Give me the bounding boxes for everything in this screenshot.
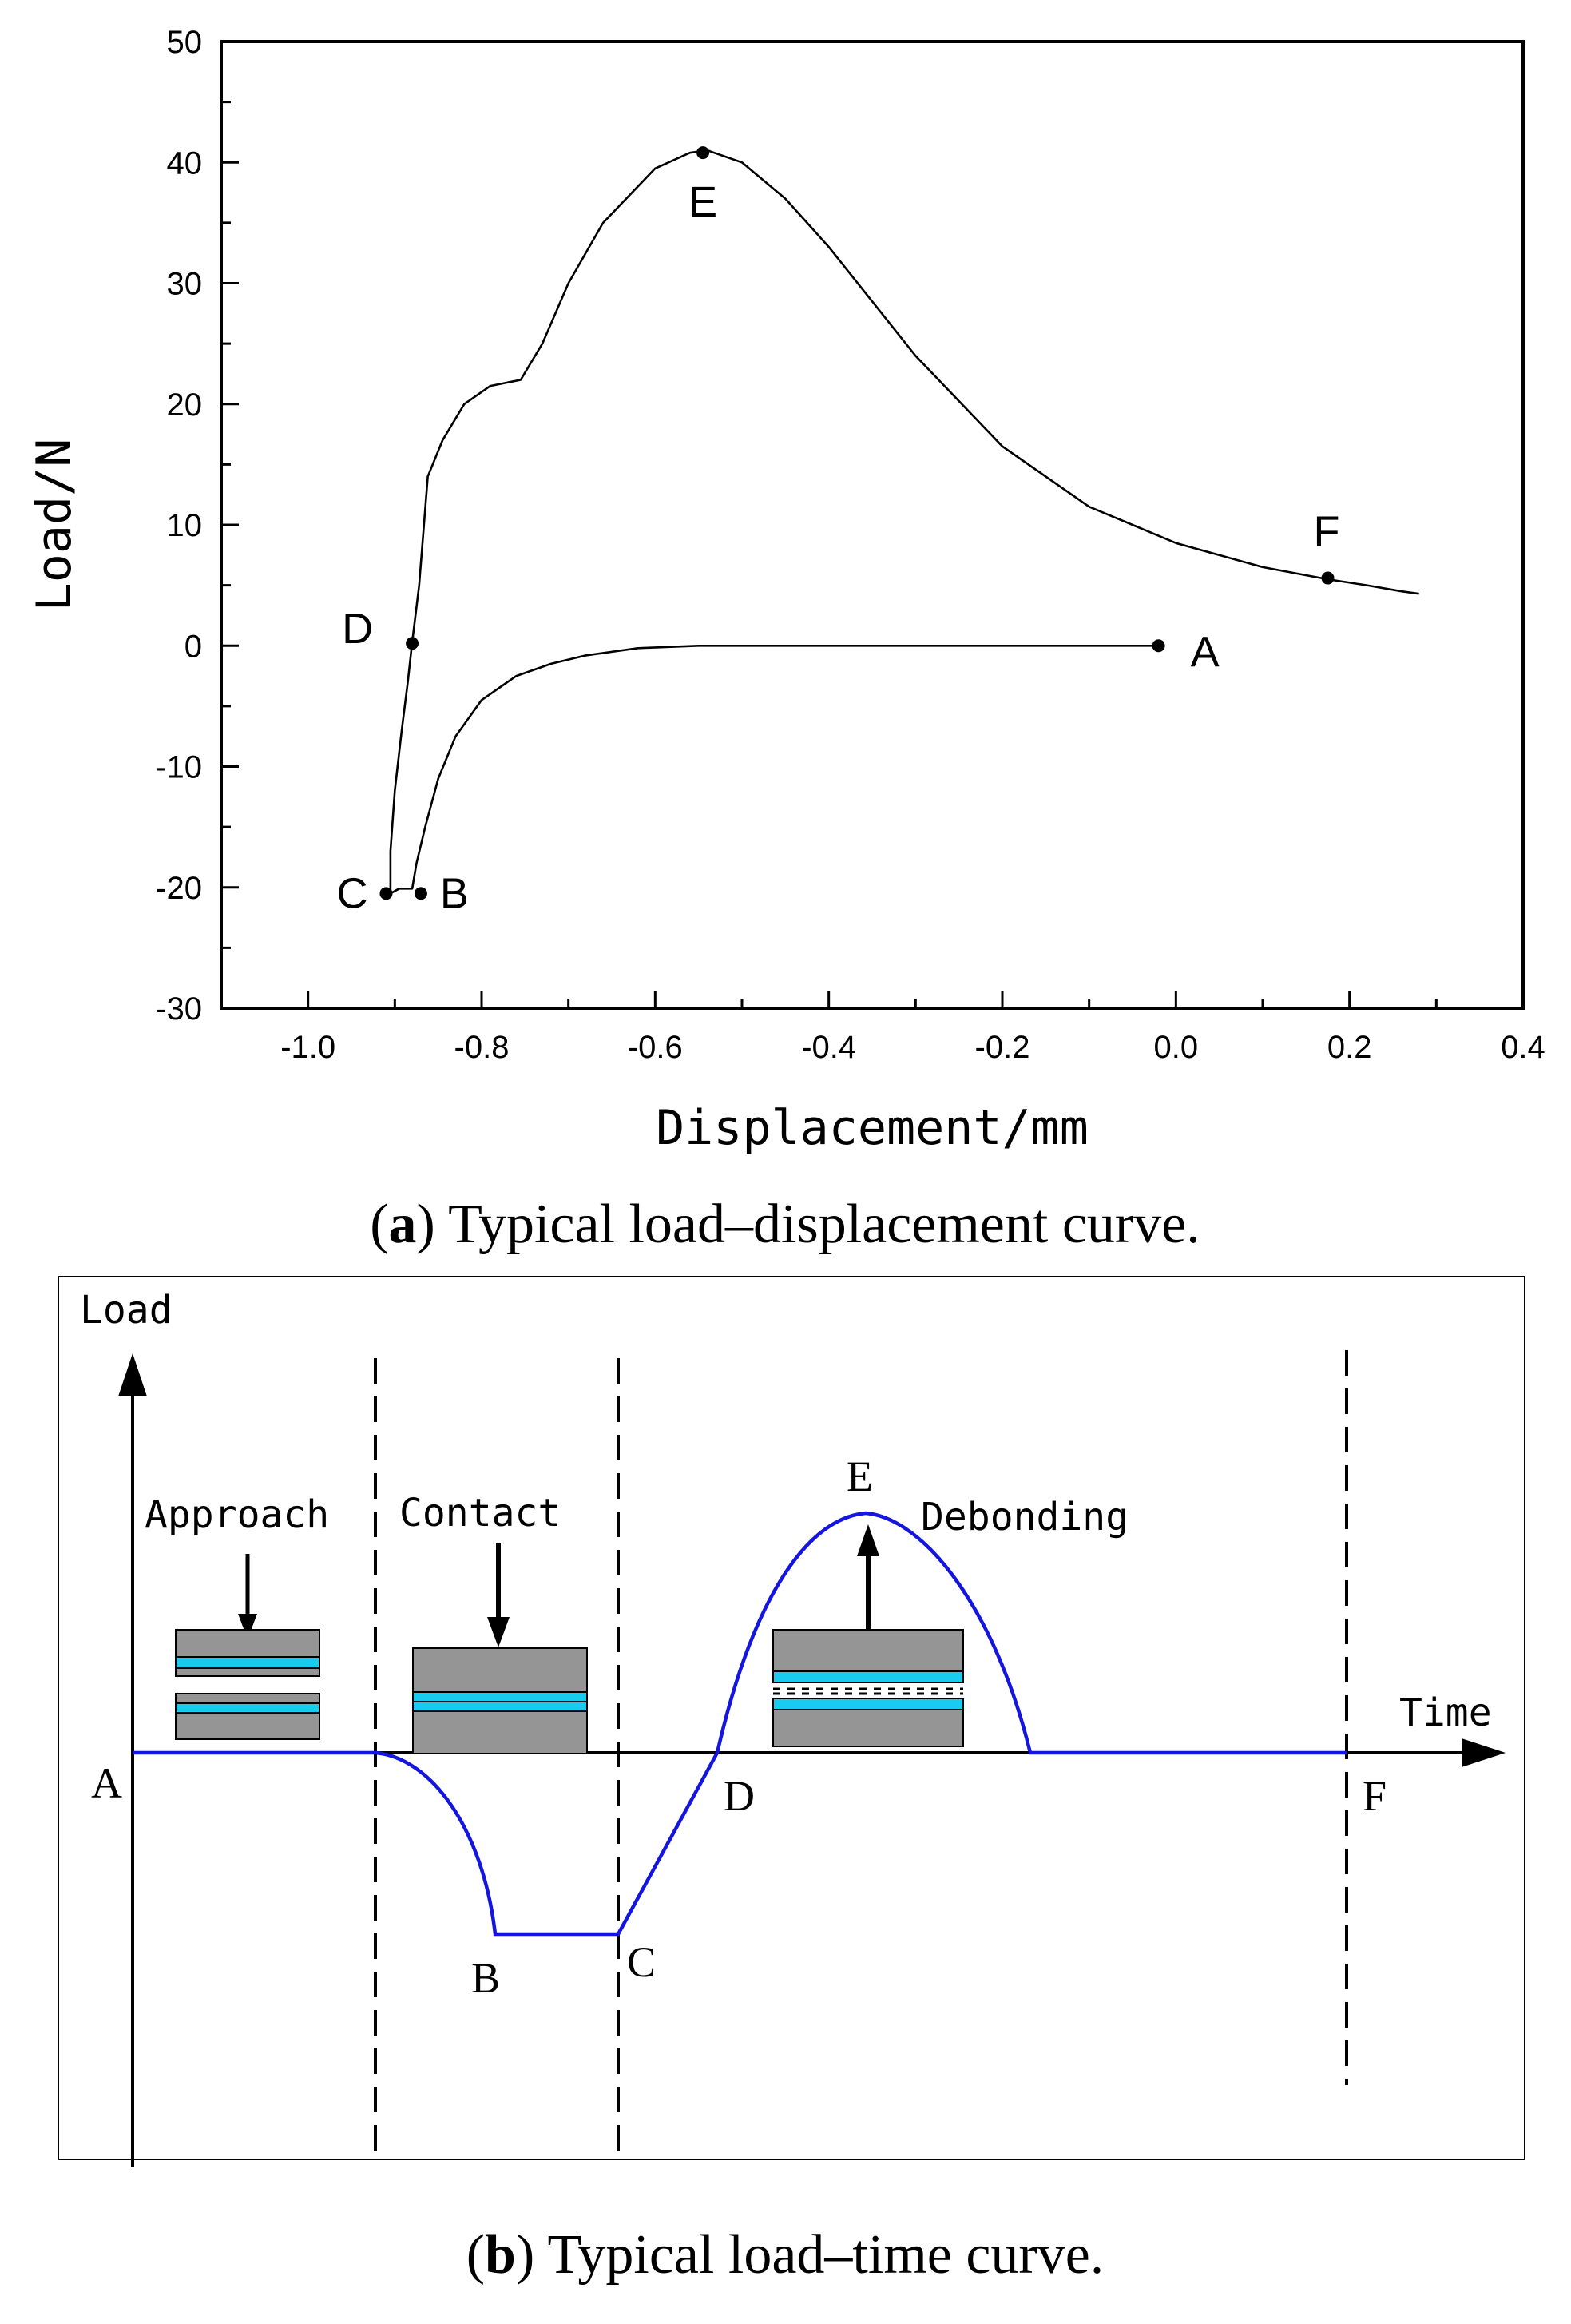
- y-tick-label: 40: [167, 145, 203, 181]
- x-axis-title: Displacement/mm: [656, 1100, 1089, 1156]
- point-label-f-b: F: [1363, 1772, 1387, 1820]
- stage-label-approach: Approach: [145, 1492, 329, 1537]
- load-displacement-curve: [389, 149, 1419, 895]
- point-label-f: F: [1314, 508, 1340, 556]
- contact-lower-layer: [412, 1701, 588, 1712]
- x-tick-label: -0.8: [454, 1030, 510, 1065]
- point-marker-f: [1321, 571, 1335, 585]
- point-label-b: B: [440, 869, 469, 917]
- stage-label-contact: Contact: [399, 1491, 561, 1535]
- load-axis-arrow-icon: [118, 1353, 147, 1396]
- y-tick-label: 0: [184, 629, 202, 664]
- point-marker-b: [414, 887, 427, 900]
- a-marked-points: A B C D E F: [336, 146, 1340, 917]
- point-label-e: E: [688, 178, 717, 226]
- debonding-lower-block: [772, 1709, 964, 1747]
- approach-upper-block-lower: [175, 1667, 320, 1677]
- caption-b: (b) Typical load–time curve.: [466, 2224, 1105, 2286]
- y-tick-label: 10: [167, 508, 203, 543]
- x-tick-label: -0.2: [975, 1030, 1030, 1065]
- plot-frame-b: [58, 1276, 1525, 2160]
- y-axis-title: Load/N: [26, 439, 82, 612]
- panel-a-load-displacement: -1.0 -0.8 -0.6 -0.4 -0.2 0.0 0.2 0.4 -30 -20 -10 0…: [26, 25, 1545, 1255]
- y-tick-label: -30: [156, 991, 202, 1027]
- debonding-arrowhead-icon: [857, 1524, 879, 1556]
- load-time-curve: [133, 1511, 1347, 1937]
- time-axis-arrow-icon: [1462, 1738, 1506, 1767]
- y-tick-label: 50: [167, 25, 203, 60]
- approach-upper-block: [175, 1629, 320, 1658]
- x-tick-label: -0.6: [628, 1030, 683, 1065]
- y-tick-label: 20: [167, 387, 203, 423]
- point-marker-e: [696, 146, 710, 160]
- y-tick-label: -20: [156, 871, 202, 906]
- point-label-c-b: C: [627, 1938, 656, 1986]
- point-marker-d: [406, 637, 419, 650]
- point-label-d: D: [342, 605, 373, 653]
- x-tick-label: -0.4: [801, 1030, 856, 1065]
- point-label-a-b: A: [91, 1759, 122, 1807]
- debonding-upper-layer: [772, 1670, 964, 1683]
- contact-illustration: [412, 1543, 588, 1754]
- caption-a: (a) Typical load–displacement curve.: [370, 1194, 1200, 1255]
- panel-b-load-time: Load Time A B C D E F Approach Contact D…: [58, 1276, 1525, 2286]
- time-axis-label: Time: [1399, 1690, 1492, 1735]
- point-label-c: C: [336, 869, 367, 917]
- debonding-upper-block: [772, 1629, 964, 1672]
- approach-lower-block: [175, 1712, 320, 1740]
- contact-lower-block: [412, 1710, 588, 1754]
- a-y-tick-labels: -30 -20 -10 0 10 20 30 40 50: [156, 25, 202, 1027]
- point-marker-c: [379, 887, 393, 900]
- contact-arrowhead-icon: [487, 1617, 510, 1647]
- point-label-a: A: [1191, 628, 1220, 676]
- point-label-e-b: E: [847, 1452, 873, 1500]
- point-label-d-b: D: [724, 1772, 755, 1820]
- stage-label-debonding: Debonding: [921, 1495, 1129, 1539]
- x-tick-label: -1.0: [280, 1030, 335, 1065]
- approach-arrowhead-icon: [238, 1614, 257, 1639]
- contact-upper-block: [412, 1647, 588, 1693]
- point-marker-a: [1152, 639, 1165, 653]
- approach-upper-layer: [175, 1656, 320, 1669]
- debonding-illustration: [772, 1524, 964, 1747]
- load-axis-label: Load: [80, 1288, 173, 1333]
- debonding-lower-layer: [772, 1698, 964, 1710]
- a-x-tick-labels: -1.0 -0.8 -0.6 -0.4 -0.2 0.0 0.2 0.4: [280, 1030, 1545, 1065]
- approach-lower-block-top: [175, 1693, 320, 1704]
- x-tick-label: 0.4: [1501, 1030, 1545, 1065]
- y-tick-label: 30: [167, 267, 203, 302]
- x-tick-label: 0.0: [1154, 1030, 1199, 1065]
- a-axis-ticks: [220, 40, 1525, 1010]
- approach-lower-layer: [175, 1702, 320, 1714]
- approach-illustration: [175, 1554, 320, 1740]
- contact-upper-layer: [412, 1691, 588, 1702]
- x-tick-label: 0.2: [1327, 1030, 1372, 1065]
- y-tick-label: -10: [156, 750, 202, 785]
- point-label-b-b: B: [471, 1954, 500, 2002]
